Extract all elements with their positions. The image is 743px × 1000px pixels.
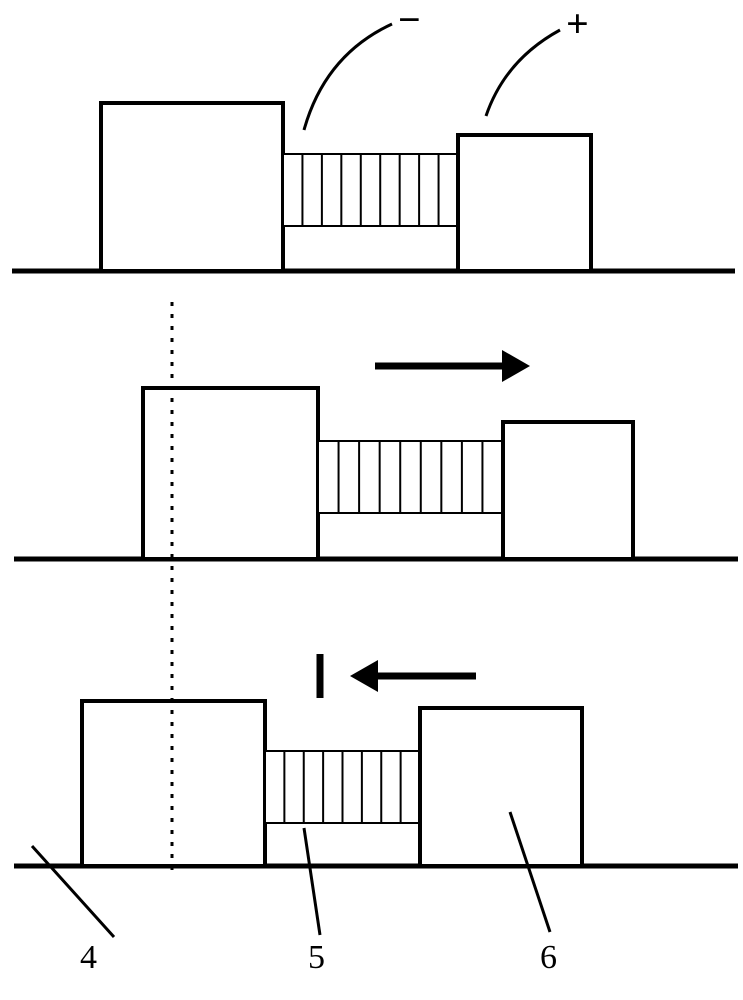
ref-label-ref6: 6: [540, 941, 557, 975]
panel-top-big-box: [101, 103, 283, 271]
panel-bot-arrow-head: [350, 660, 378, 692]
ref-label-ref5: 5: [308, 941, 325, 975]
ref-leader-ref5: [304, 828, 320, 935]
panel-mid-small-box: [503, 422, 633, 559]
panel-mid-spring: [318, 441, 503, 513]
panel-top-label-minus: −: [398, 0, 421, 40]
panel-top-spring: [283, 154, 458, 226]
panel-bot-small-box: [420, 708, 582, 866]
panel-top-leader-0: [304, 24, 392, 130]
ref-label-ref4: 4: [80, 941, 97, 975]
panel-top-small-box: [458, 135, 591, 271]
panel-top-label-plus: +: [566, 4, 589, 44]
diagram-svg: [0, 0, 743, 1000]
panel-top-leader-1: [486, 30, 560, 116]
panel-mid-big-box: [143, 388, 318, 559]
panel-mid-arrow-head: [502, 350, 530, 382]
